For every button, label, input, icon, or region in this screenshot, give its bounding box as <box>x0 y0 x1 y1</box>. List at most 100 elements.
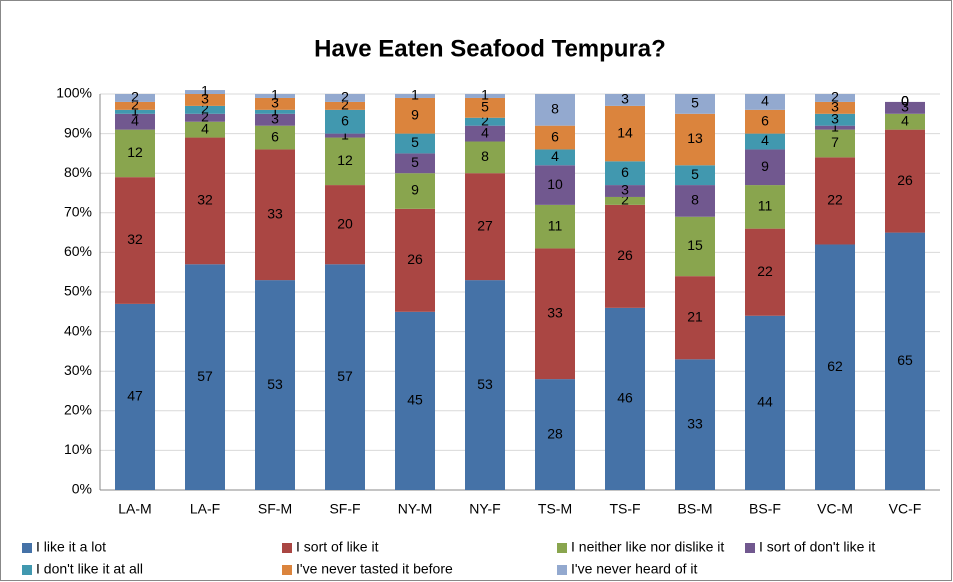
bar-segment <box>185 105 225 114</box>
data-label: 62 <box>827 358 843 374</box>
data-label: 2 <box>341 97 349 113</box>
legend-swatch <box>557 543 567 553</box>
bar-segment <box>115 109 155 114</box>
data-label: 4 <box>901 112 909 128</box>
x-tick-label: BS-F <box>749 501 781 517</box>
data-label: 8 <box>551 101 559 117</box>
data-label: 1 <box>271 87 279 103</box>
bar-segment <box>745 228 785 316</box>
y-tick-label: 20% <box>64 402 92 418</box>
data-label: 0 <box>901 93 909 109</box>
data-label: 65 <box>897 352 913 368</box>
data-label: 4 <box>201 120 209 136</box>
bar-segment <box>185 264 225 490</box>
data-label: 2 <box>621 192 629 208</box>
data-label: 6 <box>271 128 279 144</box>
bar-segment <box>745 149 785 186</box>
legend-label: I neither like nor dislike it <box>571 539 724 555</box>
y-tick-label: 10% <box>64 441 92 457</box>
data-label: 32 <box>127 231 143 247</box>
data-label: 46 <box>617 390 633 406</box>
bar-segment <box>745 315 785 490</box>
data-label: 3 <box>201 91 209 107</box>
data-label: 47 <box>127 388 143 404</box>
bar-segment <box>605 94 645 106</box>
x-tick-label: TS-M <box>538 501 572 517</box>
bar-segment <box>745 94 785 110</box>
bar-segment <box>675 113 715 166</box>
data-label: 26 <box>897 172 913 188</box>
bar-segment <box>465 125 505 142</box>
data-label: 4 <box>551 148 559 164</box>
y-tick-label: 0% <box>72 481 92 497</box>
bar-segment <box>255 109 295 114</box>
bar-segment <box>815 244 855 490</box>
data-label: 45 <box>407 392 423 408</box>
data-label: 5 <box>411 134 419 150</box>
data-label: 3 <box>831 110 839 126</box>
bar-segment <box>325 137 365 186</box>
bar-segment <box>745 133 785 150</box>
data-label: 0 <box>901 93 909 109</box>
x-tick-label: TS-F <box>609 501 640 517</box>
bar-segment <box>535 125 575 150</box>
bar-segment <box>395 208 435 312</box>
bar-segment <box>605 204 645 308</box>
chart-title: Have Eaten Seafood Tempura? <box>314 35 666 62</box>
data-label: 3 <box>271 95 279 111</box>
data-label: 12 <box>337 152 353 168</box>
bar-segment <box>605 185 645 197</box>
bar-segment <box>815 94 855 102</box>
bar-segment <box>325 133 365 138</box>
data-label: 4 <box>131 112 139 128</box>
bar-segment <box>185 137 225 265</box>
bar-segment <box>745 109 785 134</box>
bar-segment <box>815 129 855 158</box>
bar-segment <box>395 97 435 134</box>
data-label: 33 <box>267 205 283 221</box>
data-label: 2 <box>131 97 139 113</box>
data-label: 4 <box>761 93 769 109</box>
y-tick-label: 70% <box>64 204 92 220</box>
bar-segment <box>255 94 295 98</box>
data-label: 26 <box>407 251 423 267</box>
bar-segment <box>885 129 925 233</box>
bar-segment <box>115 94 155 102</box>
bar-segment <box>605 196 645 205</box>
y-tick-label: 100% <box>56 85 92 101</box>
bar-segment <box>115 177 155 304</box>
bar-segment <box>535 248 575 380</box>
data-label: 9 <box>761 158 769 174</box>
bar-segment <box>535 204 575 249</box>
data-label: 44 <box>757 394 773 410</box>
bar-segment <box>185 90 225 94</box>
legend-swatch <box>22 565 32 575</box>
bar-segment <box>395 173 435 209</box>
data-label: 6 <box>621 164 629 180</box>
data-label: 26 <box>617 247 633 263</box>
data-label: 53 <box>267 376 283 392</box>
data-label: 2 <box>201 108 209 124</box>
bar-segment <box>675 185 715 217</box>
bar-segment <box>885 101 925 114</box>
data-label: 22 <box>827 192 843 208</box>
data-label: 2 <box>341 89 349 105</box>
bar-segment <box>535 379 575 490</box>
data-label: 22 <box>757 263 773 279</box>
data-label: 15 <box>687 237 703 253</box>
y-tick-label: 50% <box>64 283 92 299</box>
legend-swatch <box>282 543 292 553</box>
bar-segment <box>325 185 365 265</box>
legend-label: I sort of like it <box>296 539 379 555</box>
data-label: 1 <box>271 103 279 119</box>
data-label: 4 <box>761 132 769 148</box>
bar-segment <box>255 280 295 490</box>
x-tick-label: SF-F <box>329 501 360 517</box>
data-label: 10 <box>547 176 563 192</box>
data-label: 9 <box>411 182 419 198</box>
data-label: 1 <box>411 87 419 103</box>
data-label: 3 <box>621 182 629 198</box>
legend-swatch <box>282 565 292 575</box>
data-label: 11 <box>758 198 773 214</box>
